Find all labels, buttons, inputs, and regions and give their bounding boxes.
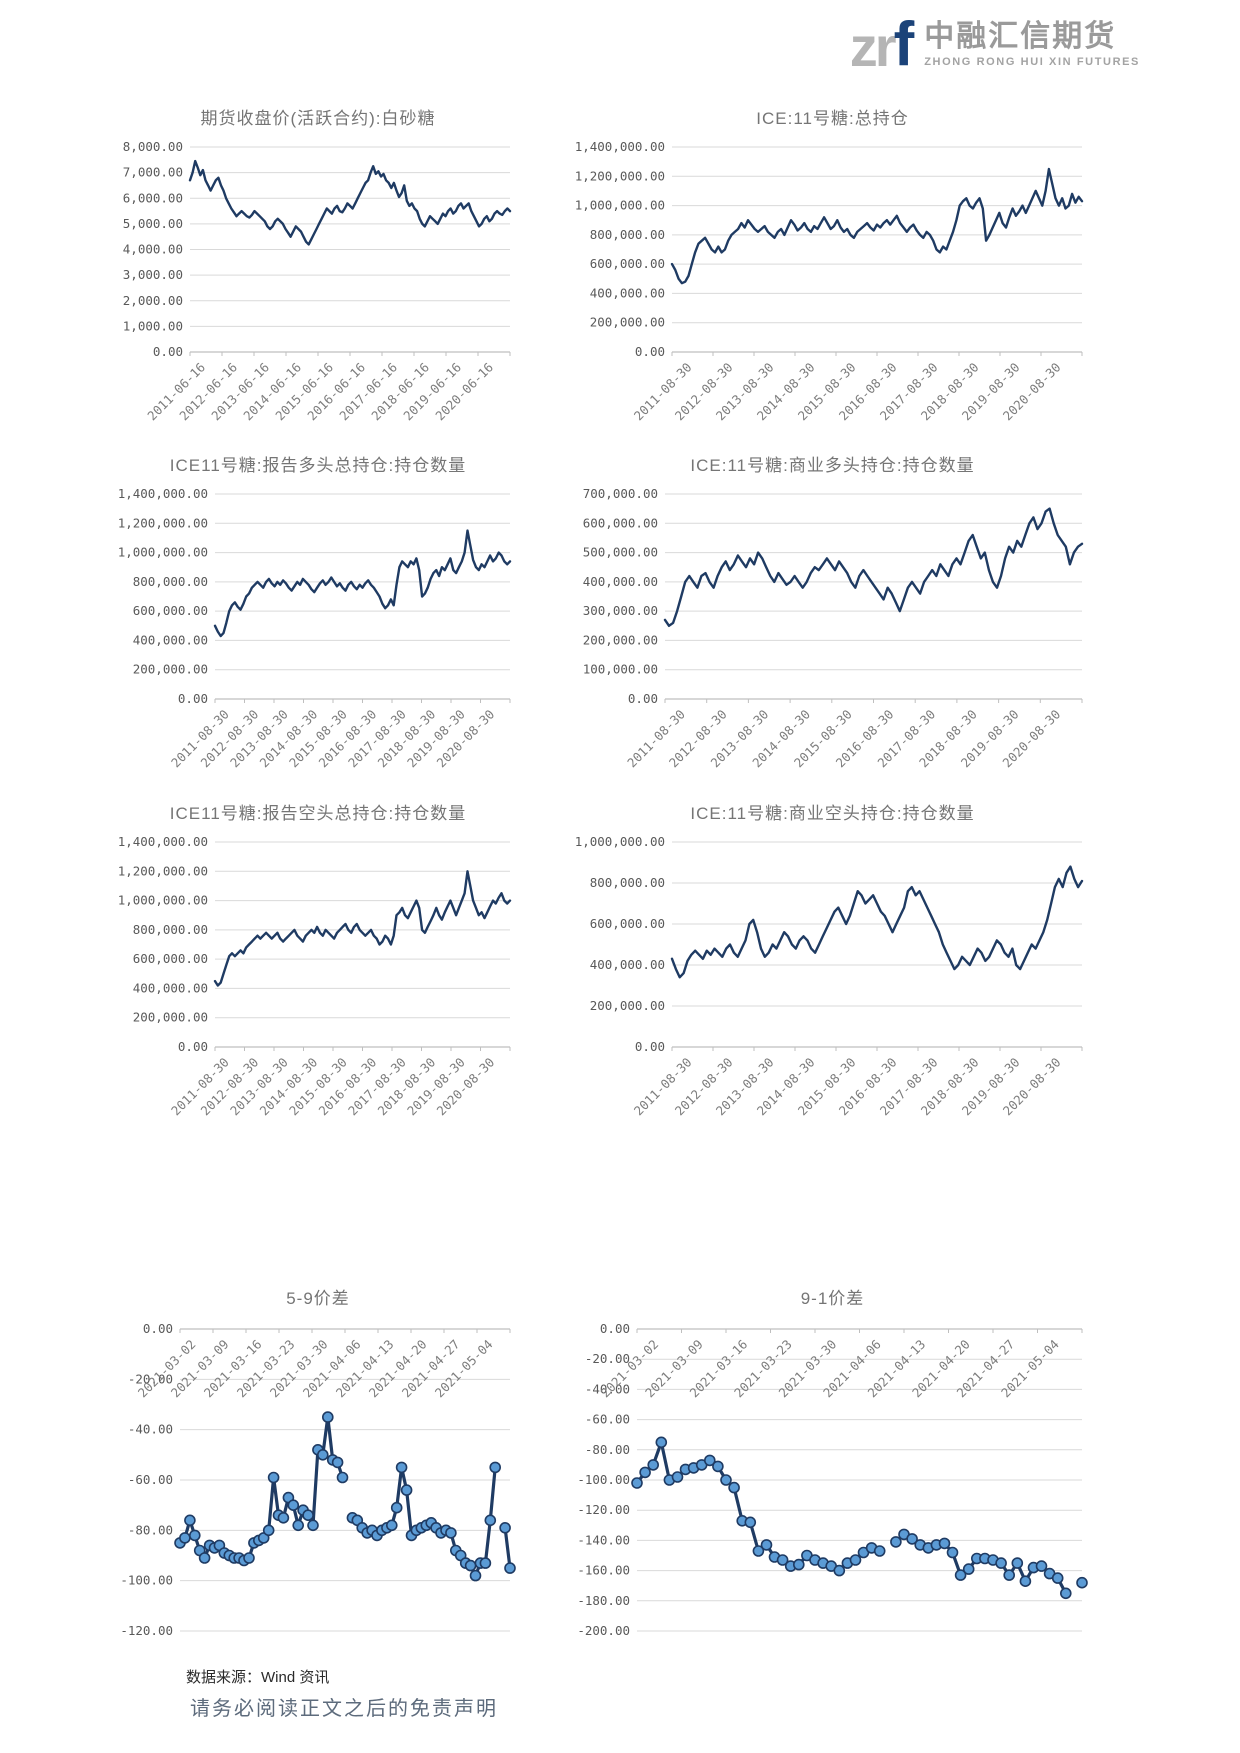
svg-text:-140.00: -140.00: [577, 1532, 630, 1547]
line-chart: 0.00 100,000.00 200,000.00 300,000.00 400,00…: [575, 480, 1090, 790]
chart-ice11-total-positions: ICE:11号糖:总持仓 0.00 200,000.00 400,000.00 600…: [575, 105, 1090, 443]
line-chart: -120.00 -100.00 -80.00 -60.00 -40.00 -20.00 0.…: [118, 1315, 518, 1650]
chart-title: ICE:11号糖:总持仓: [756, 109, 909, 128]
svg-text:200,000.00: 200,000.00: [133, 662, 208, 677]
svg-text:-160.00: -160.00: [577, 1563, 630, 1578]
line-chart: -200.00 -180.00 -160.00 -140.00 -120.00 -100.…: [575, 1315, 1090, 1650]
chart-title: ICE:11号糖:商业多头持仓:持仓数量: [690, 456, 975, 475]
disclaimer-note: 请务必阅读正文之后的免责声明: [190, 1698, 498, 1720]
svg-text:-100.00: -100.00: [120, 1573, 173, 1588]
svg-text:0.00: 0.00: [178, 1039, 208, 1054]
svg-text:1,000,000.00: 1,000,000.00: [118, 893, 208, 908]
chart-title: ICE:11号糖:商业空头持仓:持仓数量: [690, 804, 975, 823]
svg-text:200,000.00: 200,000.00: [583, 632, 658, 647]
svg-text:0.00: 0.00: [153, 344, 183, 359]
svg-text:600,000.00: 600,000.00: [583, 515, 658, 530]
svg-text:600,000.00: 600,000.00: [590, 256, 665, 271]
svg-text:800,000.00: 800,000.00: [133, 574, 208, 589]
svg-text:1,400,000.00: 1,400,000.00: [118, 834, 208, 849]
svg-text:-40.00: -40.00: [128, 1422, 173, 1437]
svg-text:7,000.00: 7,000.00: [123, 165, 183, 180]
svg-text:1,400,000.00: 1,400,000.00: [118, 486, 208, 501]
data-source-note: 数据来源：Wind 资讯: [186, 1669, 330, 1686]
chart-title: ICE11号糖:报告多头总持仓:持仓数量: [169, 456, 467, 475]
line-chart: 0.00 1,000.00 2,000.00 3,000.00 4,000.00 5,00…: [118, 133, 518, 443]
logo-company-name-cn: 中融汇信期货: [924, 20, 1117, 54]
svg-text:-80.00: -80.00: [585, 1442, 630, 1457]
chart-ice11-commercial-short: ICE:11号糖:商业空头持仓:持仓数量 0.00 200,000.00 400,0…: [575, 800, 1090, 1138]
svg-text:-120.00: -120.00: [577, 1502, 630, 1517]
svg-text:-40.00: -40.00: [585, 1381, 630, 1396]
svg-text:400,000.00: 400,000.00: [590, 957, 665, 972]
svg-text:1,200,000.00: 1,200,000.00: [118, 515, 208, 530]
chart-ice11-reported-short: ICE11号糖:报告空头总持仓:持仓数量 0.00 200,000.00 400,0…: [118, 800, 518, 1138]
line-chart: 0.00 200,000.00 400,000.00 600,000.00 800,00…: [575, 828, 1090, 1138]
logo-zrf-mark: zr f: [849, 10, 915, 79]
line-chart: 0.00 200,000.00 400,000.00 600,000.00 800,00…: [118, 828, 518, 1138]
svg-text:200,000.00: 200,000.00: [590, 315, 665, 330]
svg-text:800,000.00: 800,000.00: [133, 922, 208, 937]
svg-text:-60.00: -60.00: [585, 1412, 630, 1427]
svg-text:1,000.00: 1,000.00: [123, 318, 183, 333]
logo-f-letter: f: [893, 10, 915, 79]
svg-text:3,000.00: 3,000.00: [123, 267, 183, 282]
svg-text:-100.00: -100.00: [577, 1472, 630, 1487]
logo-company-name-en: ZHONG RONG HUI XIN FUTURES: [924, 55, 1140, 68]
chart-title: 5-9价差: [286, 1289, 350, 1308]
chart-ice11-reported-long: ICE11号糖:报告多头总持仓:持仓数量 0.00 200,000.00 400,0…: [118, 452, 518, 790]
logo-text: 中融汇信期货 ZHONG RONG HUI XIN FUTURES: [924, 21, 1140, 70]
svg-text:500,000.00: 500,000.00: [583, 545, 658, 560]
svg-text:6,000.00: 6,000.00: [123, 190, 183, 205]
svg-text:1,000,000.00: 1,000,000.00: [575, 834, 665, 849]
svg-text:600,000.00: 600,000.00: [133, 603, 208, 618]
svg-text:-200.00: -200.00: [577, 1623, 630, 1638]
svg-text:200,000.00: 200,000.00: [133, 1010, 208, 1025]
chart-title: ICE11号糖:报告空头总持仓:持仓数量: [169, 804, 467, 823]
chart-sugar-futures-close: 期货收盘价(活跃合约):白砂糖 0.00 1,000.00 2,000.00 3,00…: [118, 105, 518, 443]
svg-text:2,000.00: 2,000.00: [123, 293, 183, 308]
svg-text:-80.00: -80.00: [128, 1522, 173, 1537]
chart-ice11-commercial-long: ICE:11号糖:商业多头持仓:持仓数量 0.00 100,000.00 200,0…: [575, 452, 1090, 790]
chart-9-1-spread: 9-1价差 -200.00 -180.00 -160.00 -140.00 -120.0…: [575, 1283, 1090, 1650]
line-chart: 0.00 200,000.00 400,000.00 600,000.00 800,00…: [118, 480, 518, 790]
svg-text:400,000.00: 400,000.00: [590, 285, 665, 300]
svg-text:4,000.00: 4,000.00: [123, 242, 183, 257]
svg-text:-60.00: -60.00: [128, 1472, 173, 1487]
svg-text:600,000.00: 600,000.00: [590, 916, 665, 931]
svg-text:1,200,000.00: 1,200,000.00: [575, 168, 665, 183]
svg-text:1,000,000.00: 1,000,000.00: [118, 545, 208, 560]
svg-text:-180.00: -180.00: [577, 1593, 630, 1608]
svg-text:8,000.00: 8,000.00: [123, 139, 183, 154]
svg-text:800,000.00: 800,000.00: [590, 875, 665, 890]
svg-text:600,000.00: 600,000.00: [133, 951, 208, 966]
svg-text:0.00: 0.00: [143, 1321, 173, 1336]
svg-text:0.00: 0.00: [635, 344, 665, 359]
svg-text:200,000.00: 200,000.00: [590, 998, 665, 1013]
svg-text:100,000.00: 100,000.00: [583, 662, 658, 677]
svg-text:800,000.00: 800,000.00: [590, 227, 665, 242]
chart-5-9-spread: 5-9价差 -120.00 -100.00 -80.00 -60.00 -40.00 -2…: [118, 1283, 518, 1650]
svg-text:1,000,000.00: 1,000,000.00: [575, 198, 665, 213]
svg-text:1,200,000.00: 1,200,000.00: [118, 863, 208, 878]
svg-text:400,000.00: 400,000.00: [583, 574, 658, 589]
chart-title: 期货收盘价(活跃合约):白砂糖: [200, 109, 436, 128]
svg-text:-120.00: -120.00: [120, 1623, 173, 1638]
svg-text:-20.00: -20.00: [128, 1371, 173, 1386]
logo: zr f 中融汇信期货 ZHONG RONG HUI XIN FUTURES: [849, 10, 1140, 79]
svg-text:0.00: 0.00: [635, 1039, 665, 1054]
svg-text:0.00: 0.00: [600, 1321, 630, 1336]
svg-text:400,000.00: 400,000.00: [133, 632, 208, 647]
logo-zr-letters: zr: [849, 14, 897, 78]
svg-text:-20.00: -20.00: [585, 1351, 630, 1366]
svg-text:0.00: 0.00: [628, 691, 658, 706]
svg-text:5,000.00: 5,000.00: [123, 216, 183, 231]
svg-text:300,000.00: 300,000.00: [583, 603, 658, 618]
svg-text:400,000.00: 400,000.00: [133, 980, 208, 995]
svg-text:0.00: 0.00: [178, 691, 208, 706]
line-chart: 0.00 200,000.00 400,000.00 600,000.00 800,00…: [575, 133, 1090, 443]
svg-text:700,000.00: 700,000.00: [583, 486, 658, 501]
svg-text:1,400,000.00: 1,400,000.00: [575, 139, 665, 154]
chart-title: 9-1价差: [800, 1289, 865, 1308]
